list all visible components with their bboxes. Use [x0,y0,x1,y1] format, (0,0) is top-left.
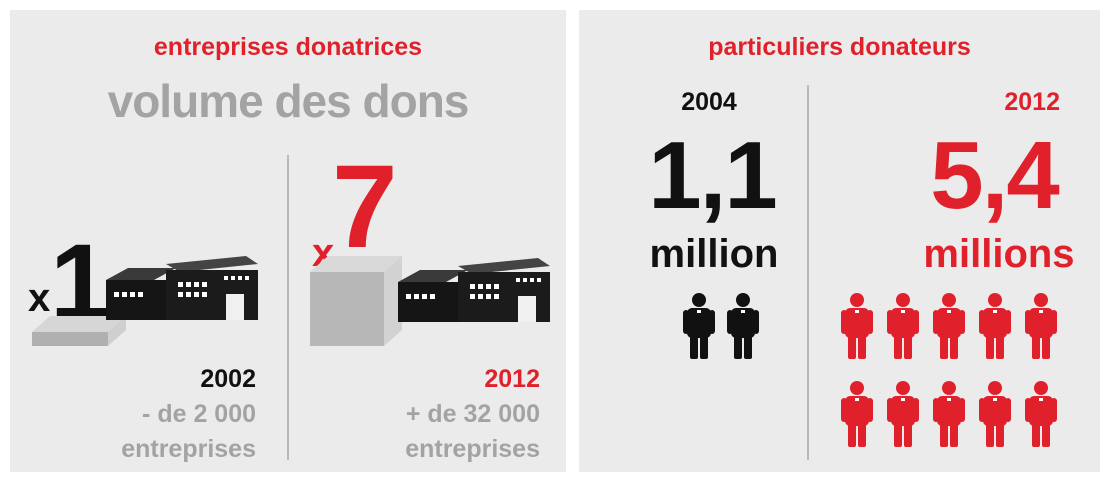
person-icon [841,293,873,359]
company-count-2002: - de 2 000 [142,400,256,428]
year-2002: 2002 [200,365,256,393]
people-2012-group [841,293,1057,447]
donors-unit-2004: million [649,232,779,276]
person-icon [933,293,965,359]
company-unit-2012: entreprises [405,435,540,463]
companies-panel: entreprises donatrices volume des dons x… [10,10,566,472]
companies-subtitle: volume des dons [107,75,470,127]
multiplier-prefix-2002: x [28,276,51,320]
donors-value-2004: 1,1 [648,122,777,229]
people-2004-group [683,293,759,359]
person-icon [727,293,759,359]
donation-volume-block-2012-icon [310,256,402,346]
donation-volume-block-2002-icon [32,316,126,346]
individuals-title: particuliers donateurs [708,33,971,61]
year-2012-individuals: 2012 [1004,88,1060,116]
company-count-2012: + de 32 000 [405,400,540,428]
multiplier-value-2012: 7 [332,141,398,273]
person-icon [979,293,1011,359]
factory-2012-icon [398,258,550,322]
year-2004: 2004 [681,88,737,116]
person-icon [1025,381,1057,447]
person-icon [887,293,919,359]
person-icon [841,381,873,447]
factory-2002-icon [106,256,258,320]
company-unit-2002: entreprises [121,435,256,463]
person-icon [683,293,715,359]
year-2012-companies: 2012 [484,365,540,393]
companies-divider [287,155,289,460]
donors-unit-2012: millions [923,232,1075,276]
individuals-panel: particuliers donateurs 2004 1,1 million … [579,10,1100,472]
person-icon [979,381,1011,447]
person-icon [887,381,919,447]
person-icon [933,381,965,447]
companies-title: entreprises donatrices [153,33,423,61]
donors-value-2012: 5,4 [930,122,1059,229]
person-icon [1025,293,1057,359]
individuals-divider [807,85,809,460]
